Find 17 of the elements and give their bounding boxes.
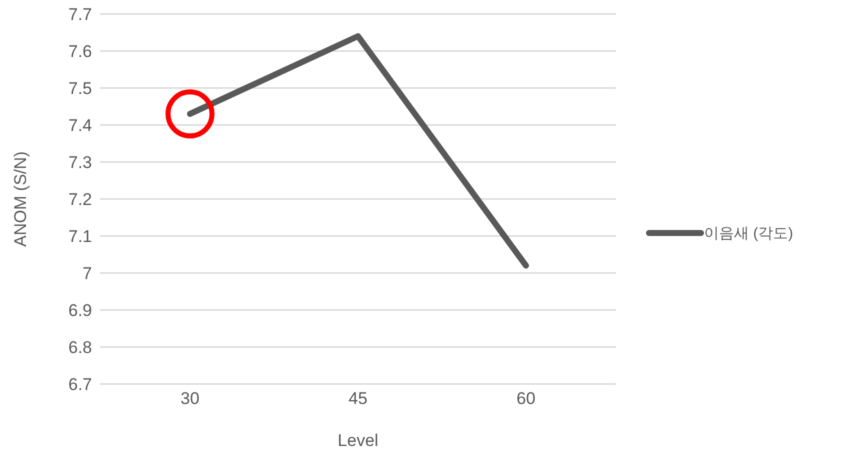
y-tick-label: 7.5 (68, 79, 92, 98)
legend-label: 이음새 (각도) (704, 224, 794, 242)
y-tick-label: 7 (82, 264, 92, 284)
y-tick-label: 7.2 (68, 190, 92, 210)
y-axis-title: ANOM (S/N) (11, 151, 30, 247)
y-tick-label: 6.7 (68, 375, 92, 394)
x-tick-label: 45 (348, 389, 368, 408)
y-tick-label: 6.9 (68, 301, 92, 320)
y-tick-label: 7.3 (68, 153, 92, 172)
y-tick-label: 7.6 (68, 42, 92, 62)
y-tick-label: 7.1 (68, 227, 92, 246)
x-tick-label: 30 (180, 389, 200, 408)
y-tick-label: 7.4 (68, 116, 92, 136)
x-tick-label: 60 (516, 389, 536, 408)
x-axis-title: Level (338, 431, 378, 450)
y-tick-label: 7.7 (68, 5, 92, 24)
y-tick-label: 6.8 (68, 338, 92, 358)
